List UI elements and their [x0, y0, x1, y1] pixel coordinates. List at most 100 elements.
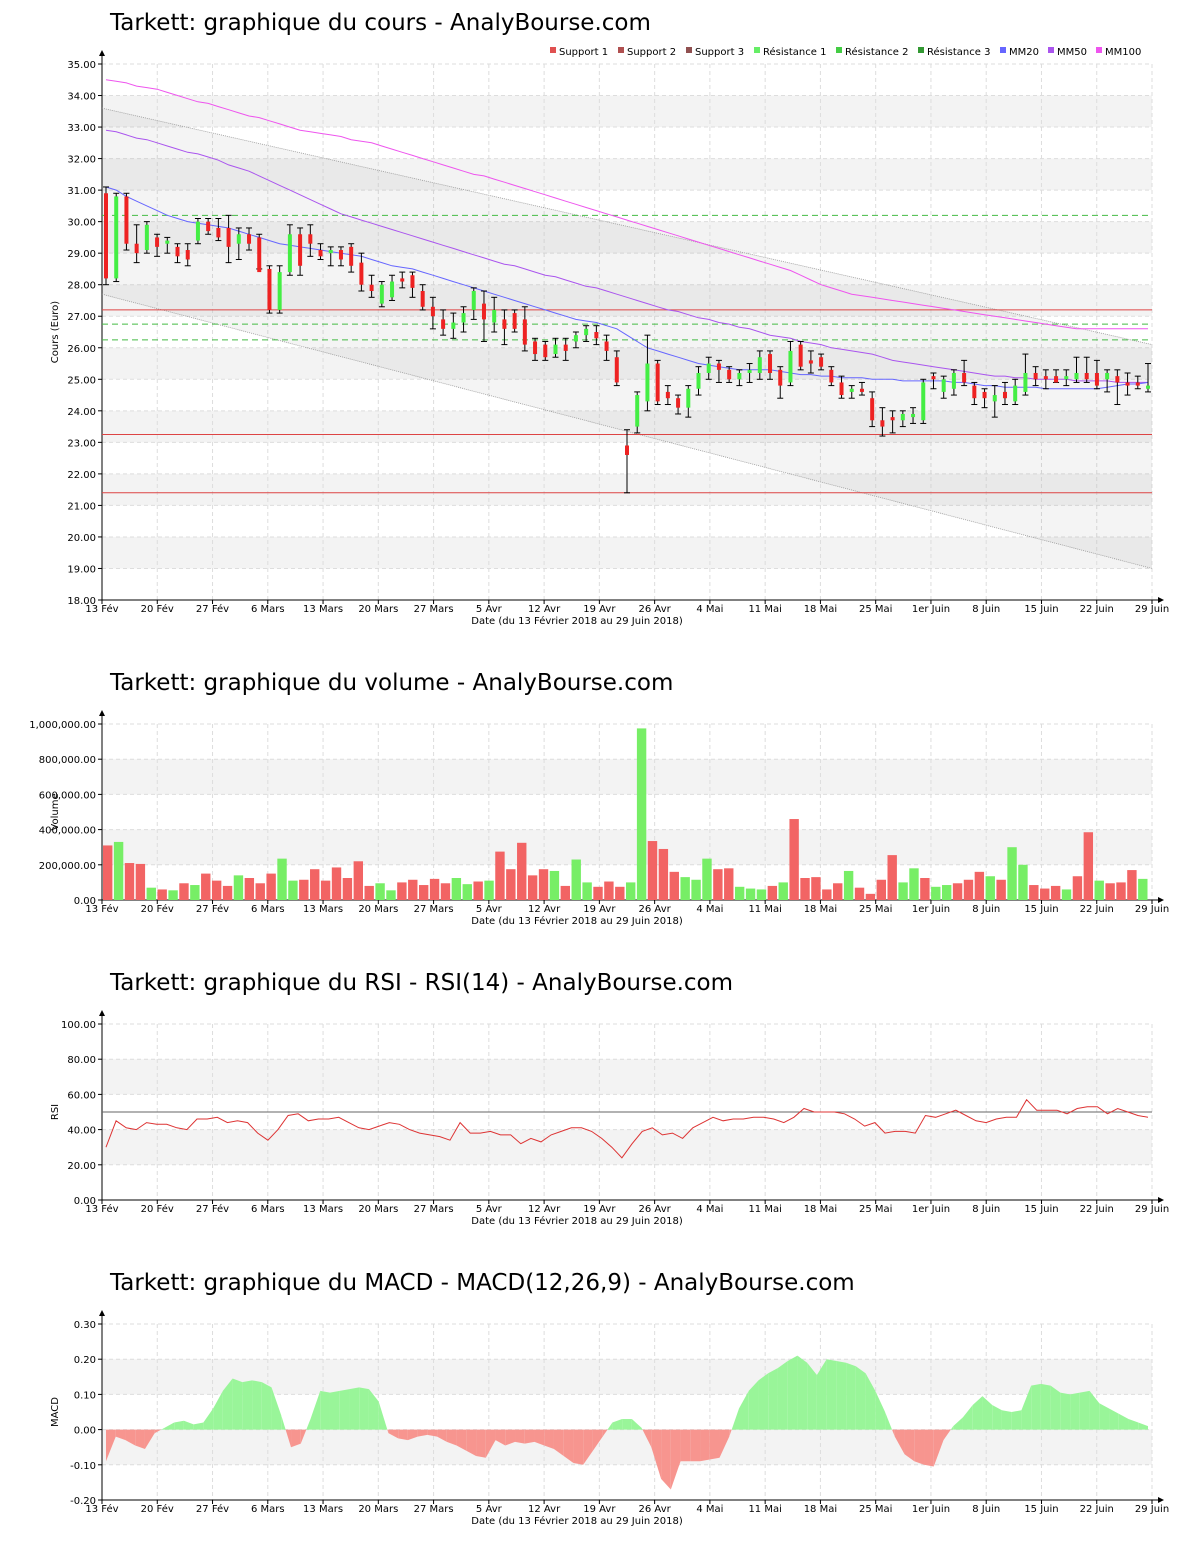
volume-bar [113, 841, 124, 900]
candle-body [747, 369, 752, 373]
candle-body [573, 335, 578, 342]
macd-area [368, 1389, 379, 1430]
macd-area [359, 1387, 369, 1430]
candle-body [665, 391, 670, 399]
macd-area [563, 1429, 574, 1464]
macd-area [1011, 1410, 1022, 1430]
macd-area [1118, 1413, 1129, 1430]
candle-body [359, 262, 364, 285]
price-chart-title: Tarkett: graphique du cours - AnalyBours… [110, 10, 651, 36]
candle-body [226, 227, 231, 247]
volume-chart: 0.00 200,000.00 400,000.00 600,000.00 800,00… [29, 710, 1169, 927]
volume-xtick-label: 25 Mai [859, 904, 892, 915]
candle-body [267, 268, 272, 310]
macd-area [222, 1378, 233, 1430]
macd-area [339, 1389, 350, 1430]
volume-bar [266, 873, 276, 900]
rsi-ytick-label: 60.00 [67, 1090, 96, 1101]
legend-label: MM50 [1057, 47, 1087, 58]
candle-body [706, 363, 711, 373]
rsi-xtick-label: 29 Juin [1135, 1204, 1169, 1215]
volume-y-arrow [99, 710, 105, 716]
volume-bar [778, 882, 788, 900]
legend-swatch [550, 47, 556, 53]
price-ytick-label: 25.00 [67, 375, 96, 386]
price-xlabel: Date (du 13 Février 2018 au 29 Juin 2018… [471, 615, 683, 627]
volume-xtick-label: 29 Juin [1135, 904, 1169, 915]
macd-area [1109, 1408, 1119, 1430]
candle-body [1115, 376, 1120, 383]
candle-body [471, 291, 476, 310]
price-ytick-label: 27.00 [67, 312, 96, 323]
macd-area [232, 1378, 243, 1430]
macd-area [953, 1417, 963, 1430]
volume-bar [1018, 864, 1028, 900]
macd-area [174, 1420, 184, 1430]
legend-swatch [754, 47, 760, 53]
volume-bar [865, 893, 876, 900]
volume-bar [996, 879, 1006, 900]
candle-body [410, 275, 415, 288]
macd-area [731, 1408, 739, 1430]
macd-area [700, 1429, 710, 1462]
macd-area [544, 1429, 554, 1449]
volume-bar [146, 887, 156, 900]
macd-area [607, 1422, 613, 1430]
volume-bar [440, 883, 451, 900]
candle-body [1135, 382, 1140, 386]
candle-body [114, 196, 119, 279]
macd-area [748, 1380, 759, 1430]
macd-xlabel: Date (du 13 Février 2018 au 29 Juin 2018… [471, 1515, 683, 1527]
rsi-xtick-label: 6 Mars [251, 1204, 285, 1215]
macd-area [933, 1429, 944, 1467]
macd-area [797, 1355, 808, 1430]
macd-area [865, 1373, 876, 1430]
macd-area [602, 1429, 608, 1437]
volume-bar [168, 890, 178, 900]
rsi-xtick-label: 22 Juin [1080, 1204, 1114, 1215]
volume-bar [604, 881, 614, 900]
volume-xtick-label: 13 Mars [303, 904, 343, 915]
macd-area [271, 1387, 282, 1430]
candle-body [390, 281, 395, 298]
candle-body [338, 250, 343, 260]
candle-body [829, 369, 834, 383]
rsi-ytick-label: 40.00 [67, 1126, 96, 1137]
candle-body [185, 250, 190, 260]
macd-area [846, 1362, 856, 1430]
macd-area [719, 1429, 730, 1458]
rsi-xtick-label: 13 Fév [85, 1203, 118, 1215]
macd-area [387, 1429, 389, 1434]
volume-bar [135, 863, 146, 900]
rsi-xtick-label: 4 Mai [696, 1204, 723, 1215]
volume-ytick-label: 1,000,000.00 [29, 720, 96, 731]
macd-area [515, 1429, 525, 1444]
volume-bar [1061, 889, 1072, 900]
volume-bar [658, 848, 669, 900]
price-channel-fill [102, 108, 1152, 569]
volume-bar [375, 883, 385, 900]
candle-body [512, 313, 517, 329]
volume-bar [310, 869, 320, 900]
volume-bar [124, 863, 135, 900]
volume-bar [1105, 883, 1115, 900]
macd-area [943, 1429, 951, 1441]
price-band [102, 95, 1152, 128]
macd-area [1040, 1383, 1051, 1430]
macd-area [349, 1387, 360, 1430]
candle-body [175, 246, 180, 257]
volume-bar [495, 851, 505, 900]
volume-bar [789, 819, 799, 900]
rsi-xtick-label: 13 Mars [303, 1204, 343, 1215]
macd-area [485, 1429, 496, 1458]
volume-bar [429, 878, 440, 900]
volume-bar [593, 886, 603, 900]
price-band [102, 347, 1152, 380]
price-ytick-label: 18.00 [67, 596, 96, 607]
price-x-arrow [1158, 597, 1164, 603]
macd-area [855, 1366, 866, 1430]
volume-xtick-label: 5 Avr [476, 904, 503, 915]
price-ytick-label: 23.00 [67, 438, 96, 449]
candle-body [195, 221, 200, 241]
candle-body [921, 382, 926, 421]
